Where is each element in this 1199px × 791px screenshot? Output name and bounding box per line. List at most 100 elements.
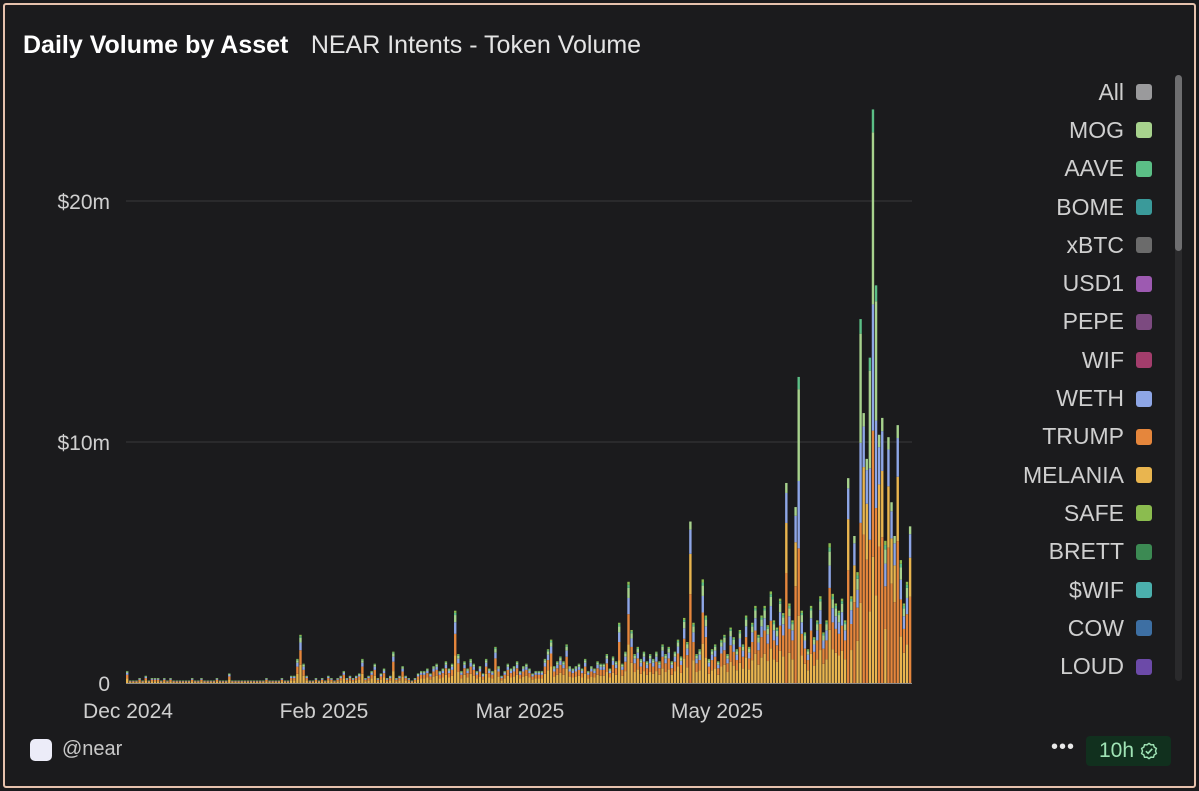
bar-segment-safe: [361, 658, 364, 660]
bar-segment-trump: [540, 674, 544, 679]
bar-segment-mog: [636, 649, 639, 653]
bar-segment-safe: [843, 620, 847, 623]
legend-item-loud[interactable]: LOUD: [952, 647, 1152, 685]
bar-segment-mog: [534, 671, 537, 673]
bar-segment-melania: [215, 681, 219, 683]
bar-segment-melania: [611, 672, 615, 683]
bar-segment-safe: [562, 661, 565, 662]
bar-segment-mog: [670, 662, 674, 665]
legend-item-safe[interactable]: SAFE: [952, 494, 1152, 532]
legend-label: LOUD: [1060, 653, 1124, 680]
bar-segment-mog: [655, 653, 658, 657]
bar-segment-melania: [599, 675, 602, 683]
bar-segment-melania: [881, 470, 884, 538]
bar-segment-weth: [633, 658, 636, 664]
bar-segment-mog: [850, 601, 853, 611]
bar-segment-melania: [549, 666, 553, 683]
legend-item-melania[interactable]: MELANIA: [952, 456, 1152, 494]
bar-segment-melania: [689, 553, 692, 595]
bar-segment-melania: [639, 673, 643, 683]
bar-segment-trump: [899, 599, 903, 637]
bar-segment-safe: [565, 644, 568, 646]
bar-segment-safe: [633, 654, 636, 655]
bar-segment-mog: [809, 610, 813, 619]
bar-segment-mog: [744, 619, 748, 627]
bar-segment-safe: [692, 622, 695, 625]
legend-item-wif[interactable]: $WIF: [952, 571, 1152, 609]
bar-segment-weth: [738, 638, 742, 647]
bar-segment-mog: [565, 646, 568, 651]
refresh-age-badge[interactable]: 10h: [1086, 736, 1171, 766]
bar-segment-mog: [327, 676, 330, 677]
legend-scrollbar-track[interactable]: [1175, 75, 1182, 681]
legend-item-aave[interactable]: AAVE: [952, 150, 1152, 188]
legend-item-usd1[interactable]: USD1: [952, 264, 1152, 302]
bar-segment-weth: [723, 642, 726, 651]
bar-segment-mog: [568, 667, 571, 669]
bar-segment-weth: [373, 666, 376, 670]
bar-segment-weth: [537, 672, 540, 675]
bar-segment-trump: [624, 661, 627, 672]
bar-segment-mog: [367, 676, 370, 677]
bar-segment-trump: [426, 673, 429, 678]
bar-segment-mog: [429, 673, 432, 675]
bar-segment-weth: [506, 666, 510, 670]
bar-segment-trump: [525, 669, 528, 676]
bar-segment-mog: [890, 502, 893, 512]
bar-segment-aave: [884, 545, 887, 550]
bar-segment-melania: [890, 538, 893, 584]
bar-segment-weth: [463, 664, 466, 669]
bar-segment-mog: [729, 630, 732, 637]
bar-segment-safe: [812, 637, 816, 639]
bar-segment-trump: [212, 681, 216, 683]
legend-label: BRETT: [1048, 538, 1124, 565]
bar-segment-mog: [503, 671, 506, 673]
bar-segment-safe: [636, 646, 639, 648]
legend-scrollbar-thumb[interactable]: [1175, 75, 1182, 251]
legend-item-xbtc[interactable]: xBTC: [952, 226, 1152, 264]
bar-segment-safe: [698, 649, 701, 651]
bar-segment-trump: [163, 679, 166, 682]
author[interactable]: @near: [30, 738, 122, 761]
bar-segment-aave: [816, 622, 819, 625]
bar-segment-weth: [605, 658, 609, 664]
legend-item-cow[interactable]: COW: [952, 609, 1152, 647]
bar-segment-melania: [899, 636, 903, 683]
legend-item-bome[interactable]: BOME: [952, 188, 1152, 226]
bar-segment-trump: [138, 679, 141, 682]
bar-segment-aave: [565, 645, 568, 647]
bar-segment-safe: [658, 661, 661, 662]
legend-item-weth[interactable]: WETH: [952, 379, 1152, 417]
bar-segment-trump: [450, 669, 454, 676]
bar-segment-mog: [559, 658, 562, 661]
bar-segment-mog: [859, 333, 862, 443]
legend-item-mog[interactable]: MOG: [952, 111, 1152, 149]
y-tick-label: 0: [98, 673, 110, 696]
bar-segment-weth: [769, 606, 773, 621]
bar-segment-weth: [822, 640, 825, 649]
bar-segment-aave: [463, 661, 466, 663]
bar-segment-aave: [683, 619, 686, 622]
bar-segment-safe: [769, 591, 773, 595]
bar-segment-trump: [816, 640, 819, 660]
legend-label: SAFE: [1063, 499, 1124, 526]
bar-segment-safe: [747, 646, 751, 648]
bar-segment-trump: [463, 668, 466, 675]
bar-segment-trump: [707, 666, 711, 674]
author-handle[interactable]: @near: [62, 738, 123, 760]
bar-segment-trump: [553, 671, 556, 677]
more-options-icon[interactable]: •••: [1051, 736, 1076, 758]
bar-segment-trump: [831, 622, 834, 650]
bar-segment-mog: [831, 599, 834, 609]
legend-item-trump[interactable]: TRUMP: [952, 418, 1152, 456]
legend-item-wif[interactable]: WIF: [952, 341, 1152, 379]
bar-segment-melania: [212, 682, 216, 683]
bar-segment-trump: [602, 669, 605, 676]
legend-item-all[interactable]: All: [952, 73, 1152, 111]
legend-item-pepe[interactable]: PEPE: [952, 303, 1152, 341]
legend-label: PEPE: [1062, 308, 1124, 335]
bar-segment-safe: [469, 658, 472, 660]
bar-segment-mog: [763, 610, 766, 619]
bar-segment-trump: [667, 658, 670, 670]
legend-item-brett[interactable]: BRETT: [952, 533, 1152, 571]
